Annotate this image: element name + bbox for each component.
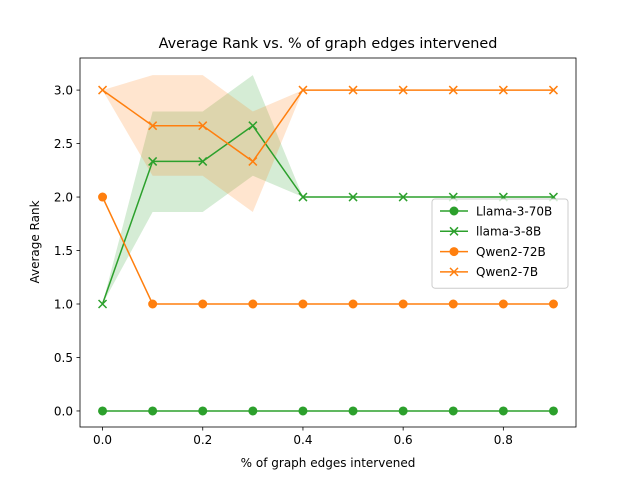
y-tick-label: 1.5 xyxy=(54,244,73,258)
y-tick-label: 3.0 xyxy=(54,83,73,97)
x-axis-ticks: 0.0 0.2 0.4 0.6 0.8 xyxy=(93,427,513,447)
data-point-qwen2-72b xyxy=(348,299,358,309)
data-point-llama-3-70b xyxy=(398,406,408,416)
legend-label-qwen2-72b: Qwen2-72B xyxy=(476,245,546,259)
data-point-qwen2-72b xyxy=(198,299,208,309)
y-tick-label: 0.0 xyxy=(54,404,73,418)
legend-label-qwen2-7b: Qwen2-7B xyxy=(476,265,538,279)
data-point-llama-3-70b xyxy=(248,406,258,416)
plot-frame xyxy=(79,57,577,428)
data-point-llama-3-8b xyxy=(298,192,308,202)
data-point-qwen2-7b xyxy=(198,121,208,131)
legend-box xyxy=(431,198,569,289)
x-axis-label: % of graph edges intervened xyxy=(241,456,416,470)
legend-marker-llama-3-8b xyxy=(449,226,459,236)
data-point-qwen2-7b xyxy=(298,85,308,95)
y-tick-label: 2.0 xyxy=(54,190,73,204)
chart-title: Average Rank vs. % of graph edges interv… xyxy=(159,36,498,52)
legend-marker-qwen2-7b xyxy=(449,267,459,277)
data-point-qwen2-72b xyxy=(148,299,158,309)
x-tick-label: 0.4 xyxy=(293,433,312,447)
y-axis-ticks: 0.0 0.5 1.0 1.5 2.0 2.5 3.0 xyxy=(54,83,80,418)
data-point-qwen2-72b xyxy=(448,299,458,309)
data-point-qwen2-7b xyxy=(498,85,508,95)
data-point-llama-3-8b xyxy=(148,156,158,166)
data-point-qwen2-7b xyxy=(248,156,258,166)
band-llama-3-8b xyxy=(102,75,554,304)
y-tick-label: 2.5 xyxy=(54,137,73,151)
series-markers xyxy=(98,85,558,416)
data-point-qwen2-72b xyxy=(398,299,408,309)
series-line-llama-3-8b xyxy=(101,124,554,305)
data-point-llama-3-70b xyxy=(98,406,108,416)
data-point-llama-3-70b xyxy=(298,406,308,416)
data-point-llama-3-70b xyxy=(548,406,558,416)
confidence-bands xyxy=(102,75,554,304)
data-point-llama-3-8b xyxy=(348,192,358,202)
y-tick-label: 1.0 xyxy=(54,297,73,311)
y-axis-label: Average Rank xyxy=(28,200,42,283)
data-point-qwen2-7b xyxy=(398,85,408,95)
x-tick-label: 0.2 xyxy=(193,433,212,447)
series-line-qwen2-7b xyxy=(102,89,554,163)
data-point-llama-3-8b xyxy=(248,121,258,131)
data-point-qwen2-7b xyxy=(98,85,108,95)
data-point-llama-3-70b xyxy=(148,406,158,416)
data-point-llama-3-8b xyxy=(398,192,408,202)
legend-label-llama-3-70b: Llama-3-70B xyxy=(476,204,552,218)
legend-marker-qwen2-72b xyxy=(449,247,459,257)
data-point-qwen2-72b xyxy=(98,192,108,202)
x-tick-label: 0.6 xyxy=(394,433,413,447)
data-point-qwen2-7b xyxy=(148,121,158,131)
data-point-qwen2-72b xyxy=(248,299,258,309)
data-point-qwen2-72b xyxy=(498,299,508,309)
data-point-llama-3-70b xyxy=(348,406,358,416)
data-point-llama-3-70b xyxy=(498,406,508,416)
data-point-qwen2-72b xyxy=(298,299,308,309)
series-lines xyxy=(101,89,554,412)
data-point-llama-3-8b xyxy=(198,156,208,166)
legend: Llama-3-70B llama-3-8B Qwen2-72B Qwen2-7B xyxy=(431,198,569,289)
data-point-qwen2-7b xyxy=(548,85,558,95)
legend-marker-llama-3-70b xyxy=(449,206,459,216)
x-tick-label: 0.8 xyxy=(494,433,513,447)
x-tick-label: 0.0 xyxy=(93,433,112,447)
y-tick-label: 0.5 xyxy=(54,351,73,365)
data-point-qwen2-7b xyxy=(348,85,358,95)
data-point-qwen2-72b xyxy=(548,299,558,309)
data-point-llama-3-8b xyxy=(98,299,108,309)
series-line-qwen2-72b xyxy=(101,196,554,305)
data-point-qwen2-7b xyxy=(448,85,458,95)
legend-label-llama-3-8b: llama-3-8B xyxy=(476,225,541,239)
data-point-llama-3-70b xyxy=(198,406,208,416)
data-point-llama-3-70b xyxy=(448,406,458,416)
band-qwen2-7b xyxy=(102,75,554,212)
